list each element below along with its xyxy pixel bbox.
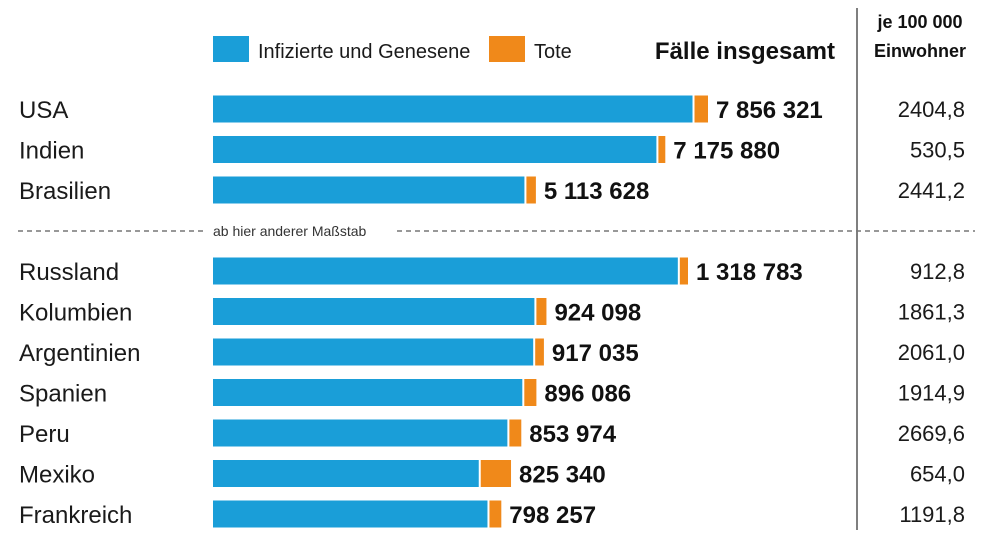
category-label: Kolumbien <box>19 300 132 327</box>
rate-value-label: 912,8 <box>910 259 965 284</box>
bar-infected <box>213 419 508 447</box>
category-label: Spanien <box>19 381 107 408</box>
total-value-label: 825 340 <box>519 462 606 489</box>
total-value-label: 924 098 <box>554 300 641 327</box>
rate-value-label: 2669,6 <box>898 421 965 446</box>
rate-value-label: 654,0 <box>910 462 965 487</box>
bar-infected <box>213 136 657 163</box>
total-header: Fälle insgesamt <box>655 38 835 65</box>
rate-value-label: 2061,0 <box>898 340 965 365</box>
category-label: Argentinien <box>19 340 140 367</box>
bar-infected <box>213 95 693 123</box>
rate-value-label: 1191,8 <box>899 502 965 527</box>
category-label: USA <box>19 97 68 124</box>
rate-value-label: 2441,2 <box>898 178 965 203</box>
bar-deaths <box>658 136 666 163</box>
rate-header-line1: je 100 000 <box>876 12 962 32</box>
bar-deaths <box>679 257 688 285</box>
bar-deaths <box>536 298 547 325</box>
total-value-label: 853 974 <box>529 421 616 448</box>
bar-deaths <box>489 500 502 528</box>
bar-infected <box>213 338 534 366</box>
total-value-label: 798 257 <box>509 502 596 529</box>
legend-swatch-infected <box>213 36 249 62</box>
bar-infected <box>213 379 523 406</box>
rate-value-label: 2404,8 <box>898 97 965 122</box>
legend-label-infected: Infizierte und Genesene <box>258 41 470 63</box>
category-label: Brasilien <box>19 178 111 205</box>
bars-group: USA 7 856 321 2404,8 Indien 7 175 880 530,5 Br… <box>19 95 965 529</box>
legend-label-deaths: Tote <box>534 41 572 63</box>
bar-infected <box>213 500 488 528</box>
bar-deaths <box>694 95 708 123</box>
total-value-label: 917 035 <box>552 340 639 367</box>
rate-value-label: 1861,3 <box>898 300 965 325</box>
total-value-label: 7 856 321 <box>716 97 823 124</box>
category-label: Indien <box>19 138 84 165</box>
scale-note: ab hier anderer Maßstab <box>213 223 367 239</box>
category-label: Frankreich <box>19 502 132 529</box>
legend: Infizierte und Genesene Tote <box>213 36 572 63</box>
bar-deaths <box>535 338 544 366</box>
bar-deaths <box>480 460 512 487</box>
rate-value-label: 530,5 <box>910 138 965 163</box>
rate-header-line2: Einwohner <box>874 41 966 61</box>
category-label: Mexiko <box>19 462 95 489</box>
bar-deaths <box>524 379 537 406</box>
category-label: Peru <box>19 421 70 448</box>
total-value-label: 1 318 783 <box>696 259 803 286</box>
bar-infected <box>213 460 479 487</box>
bar-deaths <box>509 419 522 447</box>
bar-deaths <box>526 176 536 204</box>
total-value-label: 896 086 <box>544 381 631 408</box>
bar-infected <box>213 257 678 285</box>
total-value-label: 7 175 880 <box>673 138 780 165</box>
bar-infected <box>213 298 535 325</box>
legend-swatch-deaths <box>489 36 525 62</box>
category-label: Russland <box>19 259 119 286</box>
bar-infected <box>213 176 525 204</box>
rate-value-label: 1914,9 <box>898 381 965 406</box>
total-value-label: 5 113 628 <box>544 178 649 205</box>
